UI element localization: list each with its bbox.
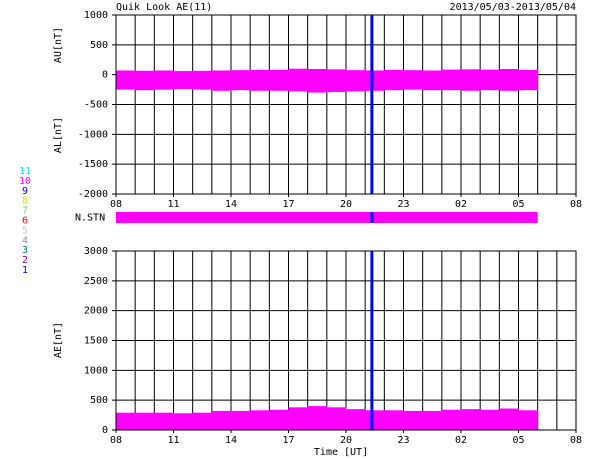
au-al-band (326, 69, 347, 92)
station-legend-entry: 2 (22, 255, 28, 266)
au-al-band (346, 70, 366, 92)
date-range: 2013/05/03-2013/05/04 (450, 2, 576, 13)
x-tick-label: 17 (282, 435, 294, 446)
station-legend-entry: 6 (22, 216, 28, 227)
ae-bar (250, 410, 270, 430)
x-tick-label: 02 (455, 435, 467, 446)
ae-bar (307, 406, 328, 430)
y-tick-label: 1000 (84, 365, 108, 376)
ae-bar (461, 409, 481, 430)
ae-bar (192, 412, 213, 430)
y-tick-label: -500 (84, 100, 108, 111)
y-tick-label: 0 (102, 70, 108, 81)
ae-bar (518, 410, 539, 430)
au-al-band (231, 70, 251, 91)
station-legend-entry: 3 (22, 245, 28, 256)
y-label: AE[nT] (53, 322, 64, 358)
au-al-band (441, 69, 462, 91)
au-al-band (307, 68, 328, 93)
x-tick-label: 08 (570, 435, 582, 446)
au-al-band (288, 68, 309, 92)
station-legend-entry: 5 (22, 225, 28, 236)
y-tick-label: 3000 (84, 246, 108, 257)
station-legend-entry: 4 (22, 235, 28, 246)
y-tick-label: -1500 (78, 159, 108, 170)
au-al-band (403, 70, 424, 90)
x-tick-label: 20 (340, 199, 352, 210)
ae-bar (116, 412, 136, 430)
x-tick-label: 14 (225, 199, 237, 210)
x-tick-label: 08 (570, 199, 582, 210)
x-tick-label: 23 (397, 435, 409, 446)
y-label-upper: AU[nT] (53, 27, 64, 63)
x-tick-label: 14 (225, 435, 237, 446)
au-al-band (518, 69, 539, 91)
y-tick-label: 500 (90, 40, 108, 51)
au-al-band (499, 68, 519, 91)
au-al-band (154, 70, 174, 90)
ae-bar (326, 407, 347, 430)
station-legend-entry: 9 (22, 186, 28, 197)
ae-bar (173, 413, 194, 430)
au-al-band (173, 71, 194, 89)
x-tick-label: 17 (282, 199, 294, 210)
x-tick-label: 11 (167, 199, 179, 210)
ae-bar (384, 410, 404, 430)
plot-frame (115, 14, 577, 195)
au-al-band (365, 70, 385, 91)
au-al-band (422, 70, 443, 91)
ae-bar (135, 412, 155, 430)
au-al-band (135, 70, 155, 91)
au-al-band (269, 69, 289, 91)
x-tick-label: 23 (397, 199, 409, 210)
x-tick-label: 08 (110, 199, 122, 210)
y-tick-label: 1500 (84, 336, 108, 347)
au-al-band (384, 69, 404, 91)
ae-bar (365, 410, 385, 430)
ae-bar (269, 409, 289, 430)
y-tick-label: 2000 (84, 306, 108, 317)
y-tick-label: -2000 (78, 189, 108, 200)
y-tick-label: 2500 (84, 276, 108, 287)
au-al-band (480, 69, 500, 91)
y-label-lower: AL[nT] (53, 117, 64, 153)
ae-bar (441, 409, 462, 430)
station-label: N.STN (75, 213, 105, 224)
ae-bar (288, 407, 309, 430)
station-legend-entry: 8 (22, 196, 28, 207)
x-tick-label: 20 (340, 435, 352, 446)
plot-frame (115, 250, 577, 431)
station-legend-entry: 7 (22, 206, 28, 217)
x-tick-label: 08 (110, 435, 122, 446)
x-tick-label: 11 (167, 435, 179, 446)
y-tick-label: 500 (90, 395, 108, 406)
y-tick-label: 1000 (84, 10, 108, 21)
x-label: Time [UT] (314, 447, 368, 458)
au-al-band (192, 70, 213, 90)
station-segment (116, 212, 538, 223)
y-tick-label: 0 (102, 425, 108, 436)
ae-bar (422, 410, 443, 430)
au-al-band (461, 69, 481, 91)
ae-bar (480, 409, 500, 430)
x-tick-label: 05 (512, 435, 524, 446)
ae-bar (231, 410, 251, 430)
x-tick-label: 05 (512, 199, 524, 210)
y-tick-label: -1000 (78, 129, 108, 140)
x-tick-label: 02 (455, 199, 467, 210)
station-legend-entry: 1 (22, 265, 28, 276)
ae-bar (346, 409, 366, 430)
au-al-band (116, 70, 136, 90)
au-al-band (250, 69, 270, 91)
ae-bar (211, 410, 232, 430)
title: Quik Look AE(11) (116, 2, 212, 13)
au-al-band (211, 70, 232, 91)
station-legend-entry: 10 (19, 176, 31, 187)
ae-bar (154, 412, 174, 430)
ae-bar (499, 408, 519, 430)
ae-bar (403, 410, 424, 430)
station-legend-entry: 11 (19, 166, 31, 177)
